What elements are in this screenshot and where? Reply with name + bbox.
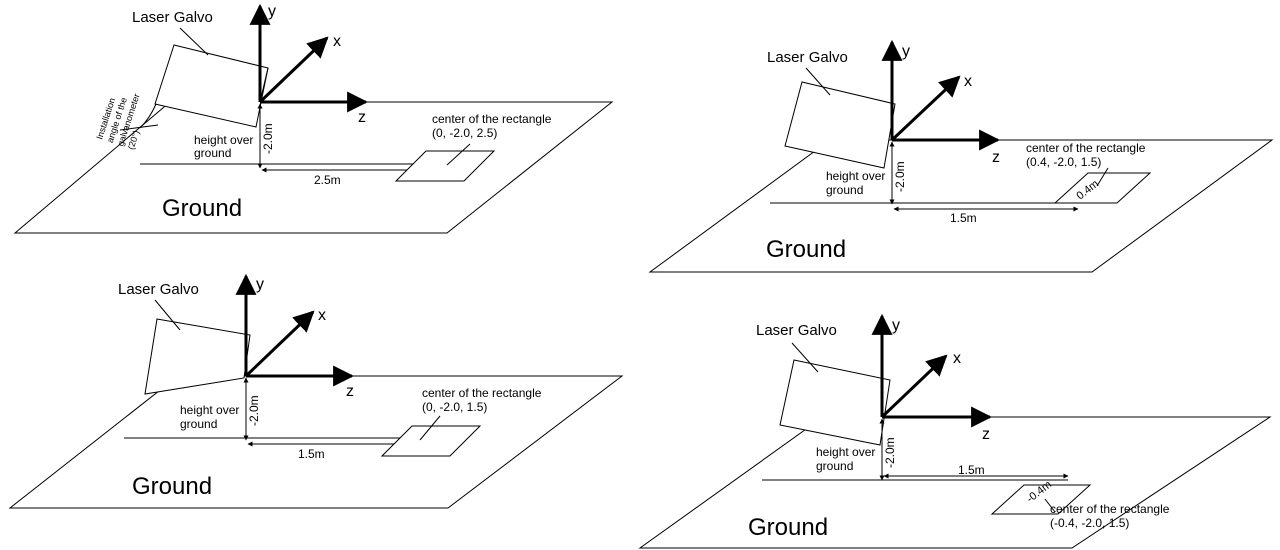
distance-value: 1.5m (950, 211, 977, 225)
height-label-line-2: ground (826, 183, 863, 197)
ground-label: Ground (748, 514, 828, 541)
laser-galvo-label: Laser Galvo (132, 9, 213, 26)
galvo-label-pointer (791, 342, 819, 373)
target-rectangle (990, 484, 1092, 515)
y-axis-label: y (268, 3, 276, 20)
target-rectangle (1053, 172, 1152, 204)
height-label-line-1: height over (816, 445, 875, 459)
distance-value: 1.5m (958, 463, 985, 477)
ground-plane (638, 416, 1272, 549)
center-pointer (446, 143, 471, 166)
z-axis-label: z (358, 109, 366, 126)
center-coords: (-0.4, -2.0, 1.5) (1050, 516, 1129, 530)
height-value: -2.0m (893, 161, 907, 192)
ground-plane (648, 139, 1274, 273)
install-angle-arc (139, 103, 157, 129)
center-label: center of the rectangle (422, 386, 542, 400)
y-axis-label: y (892, 317, 900, 334)
install-angle-pointer (119, 124, 159, 131)
height-label-line-1: height over (826, 169, 885, 183)
center-pointer (419, 415, 441, 441)
panel-top-right: Ground Laser Galvo y x z -2.0m height ov… (648, 39, 1274, 273)
x-axis (244, 310, 315, 378)
height-label-line-1: height over (194, 133, 253, 147)
height-label-line-2: ground (816, 459, 853, 473)
center-pointer (1044, 498, 1056, 513)
x-axis-label: x (953, 350, 961, 367)
ground-label: Ground (766, 236, 846, 263)
height-label-line-2: ground (180, 417, 217, 431)
height-label-line-1: height over (180, 403, 239, 417)
y-axis-label: y (256, 276, 264, 293)
laser-galvo-label: Laser Galvo (756, 322, 837, 339)
laser-galvo-label: Laser Galvo (118, 281, 199, 298)
height-value: -2.0m (261, 123, 275, 154)
x-axis-label: x (318, 307, 326, 324)
x-axis (258, 36, 329, 104)
laser-galvo-body (154, 44, 269, 128)
center-pointer (1096, 167, 1109, 187)
galvo-label-pointer (805, 67, 831, 96)
height-label-line-2: ground (194, 146, 231, 160)
height-value: -2.0m (247, 395, 261, 426)
z-axis-label: z (346, 383, 354, 400)
center-coords: (0, -2.0, 2.5) (432, 126, 497, 140)
z-axis-label: z (992, 149, 1000, 166)
panel-bottom-right: Ground Laser Galvo y x z -2.0m height ov… (638, 313, 1272, 549)
center-coords: (0, -2.0, 1.5) (422, 400, 487, 414)
x-axis-label: x (333, 33, 341, 50)
target-rectangle (380, 425, 482, 457)
center-label: center of the rectangle (432, 112, 552, 126)
x-axis (880, 354, 948, 419)
panel-bottom-left: Ground Laser Galvo y x z -2.0m height ov… (8, 273, 624, 509)
ground-label: Ground (162, 195, 242, 222)
panel-top-left: Ground Laser Galvo Installation angle of… (13, 3, 614, 234)
y-axis-label: y (902, 43, 910, 60)
x-axis (890, 75, 961, 142)
distance-value: 2.5m (314, 173, 341, 187)
z-axis-label: z (982, 426, 990, 443)
x-axis-label: x (964, 73, 972, 90)
galvo-label-pointer (154, 299, 181, 331)
galvo-label-pointer (179, 27, 209, 56)
laser-galvo-body (784, 81, 896, 169)
center-label: center of the rectangle (1026, 141, 1146, 155)
center-label: center of the rectangle (1050, 502, 1170, 516)
center-coords: (0.4, -2.0, 1.5) (1026, 155, 1101, 169)
target-rectangle (394, 150, 496, 182)
height-value: -2.0m (883, 437, 897, 468)
distance-value: 1.5m (298, 447, 325, 461)
ground-label: Ground (132, 473, 212, 500)
laser-galvo-label: Laser Galvo (767, 49, 848, 66)
laser-galvo-body (779, 359, 891, 446)
